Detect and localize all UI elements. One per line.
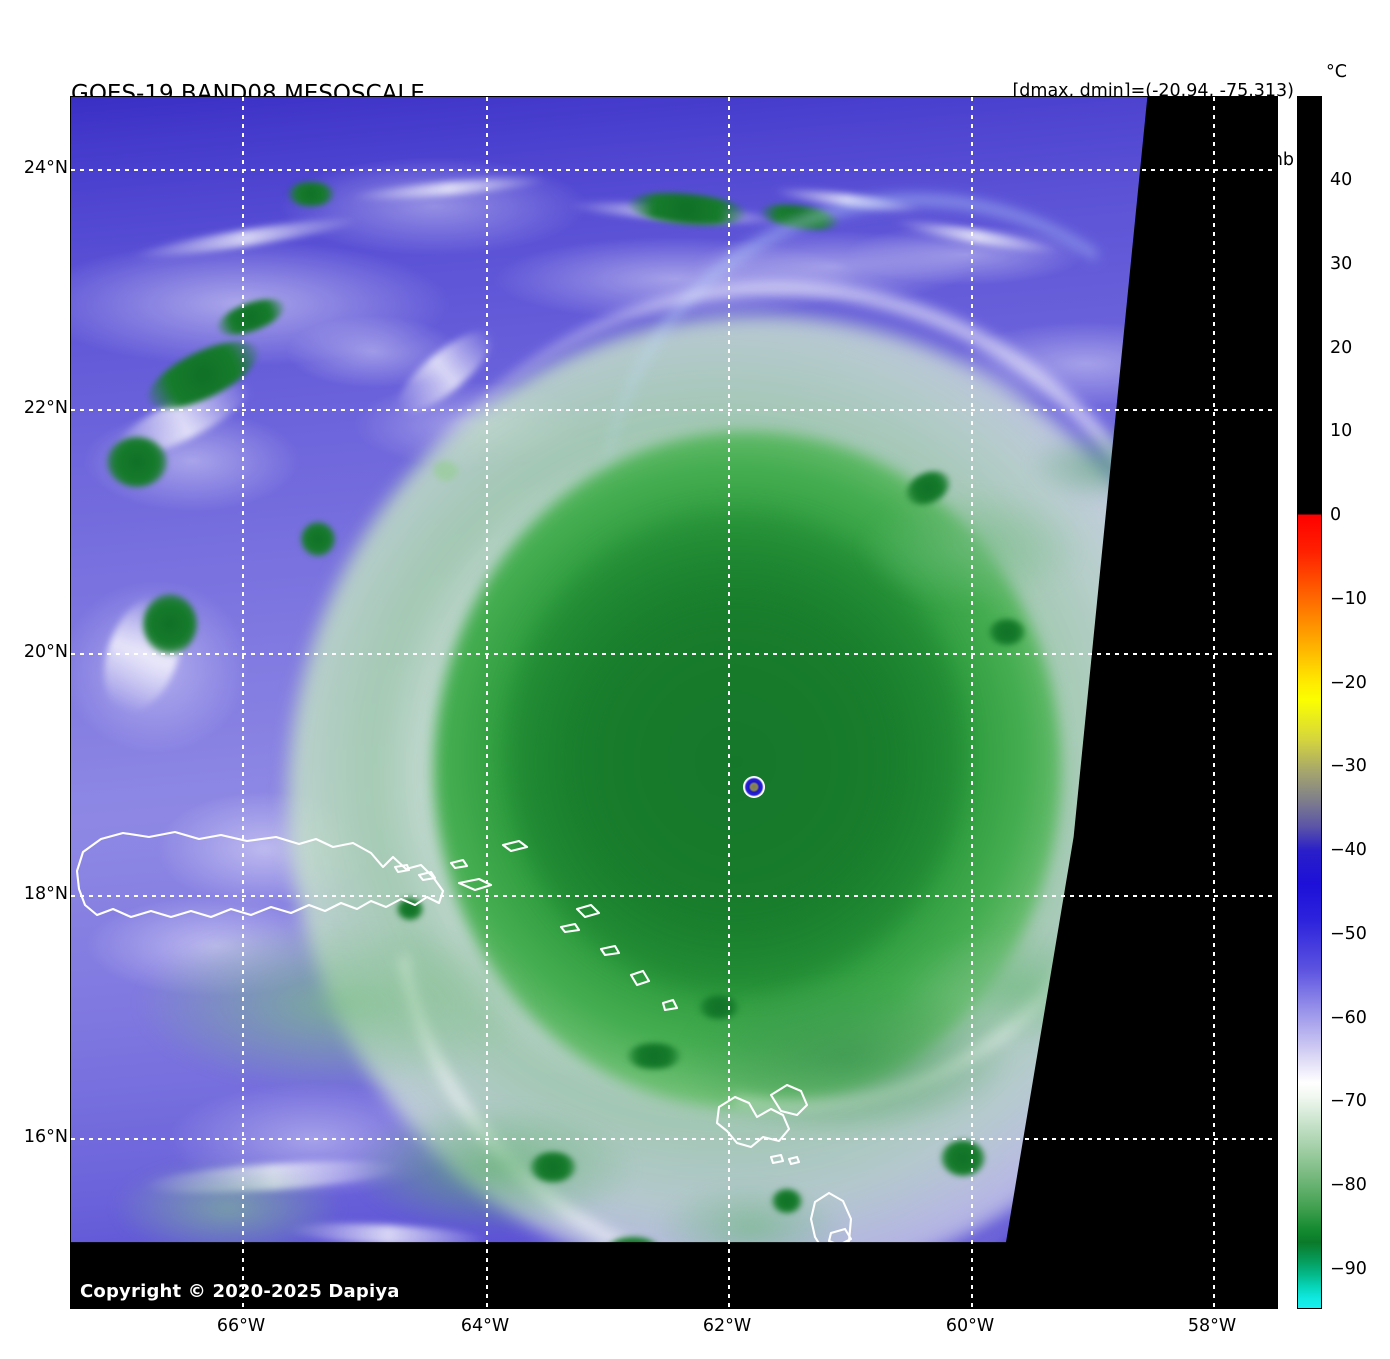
- copyright-label: Copyright © 2020-2025 Dapiya: [80, 1281, 400, 1302]
- colorbar-tick-m30: −30: [1330, 756, 1367, 776]
- colorbar-tick-0: 0: [1330, 505, 1342, 525]
- ytick-label-16n: 16°N: [23, 1127, 68, 1147]
- colorbar-unit-label: °C: [1326, 62, 1347, 82]
- satellite-data-swath: [71, 97, 1148, 1243]
- convective-cell: [143, 594, 198, 655]
- colorbar-tick-m60: −60: [1330, 1008, 1367, 1028]
- xtick-label-62w: 62°W: [702, 1316, 752, 1336]
- coastline-small-island: [417, 870, 437, 882]
- gridline-lat-24: [71, 169, 1277, 171]
- colorbar-tick-10: 10: [1330, 421, 1353, 441]
- convective-cell: [602, 1237, 663, 1243]
- dmax-dmin-label: [dmax, dmin]=(-20.94, -75.313): [1012, 80, 1294, 101]
- xtick-label-60w: 60°W: [945, 1316, 995, 1336]
- convective-cell: [771, 1188, 802, 1213]
- ytick-label-20n: 20°N: [23, 642, 68, 662]
- colorbar-tick-m90: −90: [1330, 1259, 1367, 1279]
- gridline-lon-58: [1213, 97, 1215, 1308]
- xtick-label-66w: 66°W: [216, 1316, 266, 1336]
- gridline-lon-62: [728, 97, 730, 1308]
- convective-cell: [940, 1140, 985, 1177]
- colorbar-tick-m70: −70: [1330, 1091, 1367, 1111]
- coastline-guadeloupe-east: [769, 1083, 809, 1117]
- xtick-label-64w: 64°W: [460, 1316, 510, 1336]
- convective-cell: [530, 1152, 577, 1183]
- colorbar-tick-m50: −50: [1330, 924, 1367, 944]
- colorbar-tick-m20: −20: [1330, 673, 1367, 693]
- map-axes[interactable]: Copyright © 2020-2025 Dapiya: [70, 96, 1278, 1309]
- coastline-small-island: [559, 922, 581, 934]
- convective-cell: [989, 618, 1026, 645]
- ytick-label-24n: 24°N: [23, 158, 68, 178]
- colorbar-tick-m40: −40: [1330, 840, 1367, 860]
- gridline-overlay: [71, 97, 1277, 1308]
- coastline-small-island: [599, 944, 621, 957]
- convective-cell: [300, 521, 335, 556]
- gridline-lon-64: [486, 97, 488, 1308]
- coastline-small-island: [787, 1155, 801, 1166]
- colorbar-tick-40: 40: [1330, 170, 1353, 190]
- coastline-small-island: [769, 1153, 785, 1165]
- colorbar-tick-30: 30: [1330, 254, 1353, 274]
- convective-cell: [288, 181, 335, 206]
- convective-cell: [699, 994, 740, 1019]
- gridline-lon-66: [242, 97, 244, 1308]
- colorbar[interactable]: [1297, 96, 1322, 1309]
- coastline-small-island: [661, 998, 679, 1012]
- gridline-lat-20: [71, 653, 1277, 655]
- gridline-lat-18: [71, 895, 1277, 897]
- coastline-culebra: [449, 858, 469, 870]
- gridline-lon-60: [971, 97, 973, 1308]
- xtick-label-58w: 58°W: [1187, 1316, 1237, 1336]
- coastline-puerto-rico: [75, 830, 445, 919]
- gridline-lat-16: [71, 1138, 1277, 1140]
- coastline-small-island: [393, 863, 411, 874]
- convective-cell: [626, 1043, 681, 1070]
- coastline-marie-galante: [827, 1227, 853, 1243]
- coastline-vieques: [457, 877, 493, 892]
- colorbar-tick-m10: −10: [1330, 589, 1367, 609]
- coastline-dominica: [809, 1191, 853, 1243]
- hurricane-eye: [743, 776, 765, 798]
- colorbar-gradient: [1298, 97, 1321, 1308]
- southwest-feeder-band: [95, 800, 700, 1243]
- convective-cell: [107, 436, 168, 487]
- ytick-label-22n: 22°N: [23, 398, 68, 418]
- gridline-lat-22: [71, 409, 1277, 411]
- coastline-montserrat: [629, 969, 651, 987]
- colorbar-tick-20: 20: [1330, 338, 1353, 358]
- colorbar-tick-m80: −80: [1330, 1175, 1367, 1195]
- coastline-virgin-islands: [501, 839, 529, 853]
- ytick-label-18n: 18°N: [23, 884, 68, 904]
- coastline-antigua: [575, 903, 601, 919]
